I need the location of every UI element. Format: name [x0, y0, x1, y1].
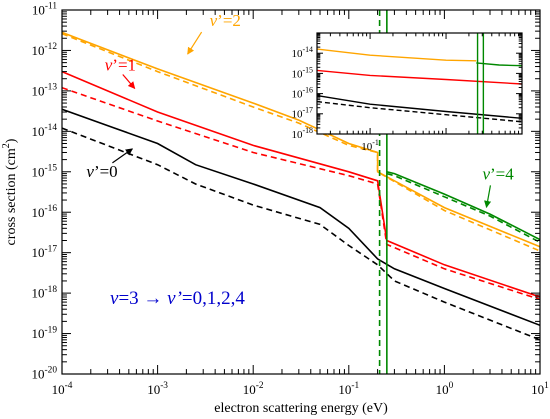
main-y-tick-label: 10-15 — [32, 163, 58, 179]
main-y-tick-label: 10-17 — [32, 244, 58, 260]
main-y-tick-label: 10-18 — [32, 285, 58, 301]
series-label-3: v’=4 — [482, 164, 514, 183]
inset-x-tick-label: 10-1 — [361, 138, 379, 153]
label-arrow-2 — [112, 148, 133, 164]
main-y-tick-label: 10-12 — [32, 42, 58, 58]
inset-y-tick-label: 10-14 — [291, 45, 313, 60]
inset-y-tick-label: 10-16 — [291, 86, 313, 101]
main-x-tick-label: 10-3 — [147, 381, 168, 397]
label-arrow-0 — [187, 31, 203, 55]
main-y-tick-label: 10-16 — [32, 204, 58, 220]
inset-y-tick-label: 10-17 — [291, 106, 313, 121]
main-y-tick-label: 10-11 — [32, 2, 57, 18]
series-label-2: v’=0 — [86, 162, 117, 181]
transition-annotation: v=3 → v’=0,1,2,4 — [110, 288, 245, 309]
main-series-7 — [386, 172, 540, 244]
series-label-1: v’=1 — [105, 55, 136, 74]
main-series-0 — [62, 31, 540, 248]
main-series-3 — [62, 86, 540, 301]
main-x-tick-label: 100 — [436, 381, 454, 397]
main-series-5 — [62, 127, 540, 341]
main-x-tick-label: 101 — [531, 381, 549, 397]
main-y-tick-label: 10-19 — [32, 325, 58, 341]
label-arrow-3 — [484, 185, 492, 209]
main-y-tick-label: 10-13 — [32, 83, 58, 99]
main-x-tick-label: 10-1 — [338, 381, 359, 397]
main-series-4 — [62, 108, 540, 327]
label-arrow-1 — [122, 74, 136, 90]
x-axis-label: electron scattering energy (eV) — [214, 401, 388, 416]
main-x-tick-label: 10-2 — [243, 381, 264, 397]
main-series-6 — [386, 171, 540, 241]
y-axis-label: cross section (cm2) — [1, 138, 19, 245]
main-y-tick-label: 10-20 — [32, 366, 58, 382]
inset-series-0 — [317, 48, 477, 62]
series-label-0: v’=2 — [210, 11, 241, 30]
inset-y-tick-label: 10-15 — [291, 65, 313, 80]
main-x-tick-label: 10-4 — [52, 381, 73, 397]
inset-plot: 10-1 10-18 10-17 10-16 10-15 10-14 — [291, 32, 523, 153]
main-series-2 — [62, 70, 540, 298]
inset-background — [317, 33, 522, 134]
inset-series-4 — [317, 100, 522, 123]
main-y-tick-label: 10-14 — [32, 123, 58, 139]
inset-y-tick-label: 10-18 — [291, 126, 313, 141]
main-frame — [61, 9, 541, 375]
